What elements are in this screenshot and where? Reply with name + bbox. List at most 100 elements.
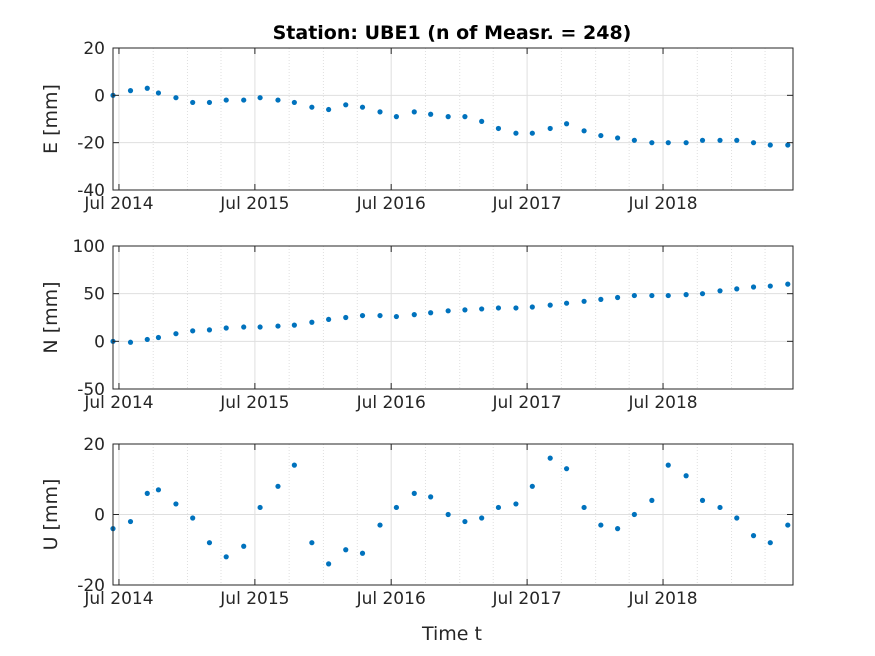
- east-x-tick-label: Jul 2018: [627, 194, 697, 214]
- east-axes-box: [112, 47, 794, 191]
- up-data-point: [206, 540, 213, 546]
- up-data-point: [699, 497, 706, 503]
- east-data-point: [257, 95, 263, 101]
- up-data-point: [223, 554, 229, 560]
- up-data-point: [326, 561, 332, 567]
- east-data-point: [750, 140, 757, 146]
- up-data-point: [734, 515, 740, 521]
- east-y-tick-label: 20: [83, 39, 105, 59]
- east-data-point: [428, 111, 434, 117]
- east-data-point: [699, 137, 706, 143]
- north-data-point: [513, 305, 519, 311]
- north-data-point: [734, 286, 740, 292]
- up-data-point: [377, 522, 383, 528]
- east-data-point: [144, 85, 150, 91]
- north-data-point: [598, 296, 604, 302]
- north-data-point: [563, 300, 570, 306]
- north-data-point: [529, 304, 535, 310]
- north-data-point: [479, 306, 485, 312]
- up-y-tick-label: -20: [77, 576, 105, 596]
- north-data-point: [326, 316, 332, 323]
- north-data-point: [223, 325, 229, 331]
- up-data-point: [631, 511, 637, 518]
- east-data-point: [581, 128, 587, 134]
- east-data-point: [563, 121, 570, 127]
- north-data-point: [750, 284, 757, 290]
- north-y-axis-title: N [mm]: [40, 281, 62, 353]
- north-data-point: [393, 313, 399, 320]
- north-data-point: [649, 292, 655, 299]
- north-data-point: [257, 324, 263, 330]
- up-data-point: [144, 490, 150, 496]
- north-data-point: [699, 291, 706, 297]
- up-data-point: [127, 518, 134, 525]
- up-x-tick-label: Jul 2017: [492, 589, 562, 609]
- north-data-point: [631, 292, 637, 299]
- north-data-point: [547, 302, 553, 308]
- east-data-point: [479, 118, 485, 124]
- east-data-point: [291, 99, 297, 106]
- east-data-point: [445, 114, 451, 120]
- up-data-point: [190, 515, 196, 521]
- up-data-point: [665, 462, 671, 468]
- up-data-point: [598, 522, 604, 528]
- east-data-point: [343, 102, 349, 108]
- east-data-point: [326, 106, 332, 113]
- north-data-point: [683, 292, 689, 298]
- up-data-point: [309, 540, 315, 546]
- east-data-point: [598, 132, 604, 139]
- up-data-point: [275, 483, 281, 489]
- up-data-point: [411, 490, 417, 496]
- east-data-point: [190, 99, 196, 106]
- east-y-tick-label: 0: [94, 86, 105, 106]
- east-data-point: [241, 97, 247, 103]
- up-data-point: [241, 543, 247, 549]
- north-data-point: [359, 312, 366, 319]
- east-data-point: [223, 97, 229, 103]
- east-data-point: [127, 88, 134, 94]
- north-data-point: [462, 307, 468, 313]
- up-data-point: [445, 511, 451, 518]
- up-data-point: [173, 501, 179, 507]
- up-data-point: [479, 515, 485, 521]
- up-data-point: [343, 547, 349, 553]
- north-data-point: [411, 312, 417, 318]
- north-data-point: [495, 305, 502, 311]
- north-data-point: [291, 322, 297, 328]
- east-x-tick-label: Jul 2015: [219, 194, 289, 214]
- north-data-point: [144, 336, 150, 343]
- up-data-point: [462, 518, 468, 525]
- east-data-point: [717, 137, 723, 143]
- north-y-tick-label: 100: [73, 237, 105, 257]
- north-x-tick-label: Jul 2018: [627, 393, 697, 413]
- east-data-point: [767, 142, 773, 148]
- up-data-point: [155, 487, 162, 493]
- east-data-point: [393, 114, 399, 120]
- north-x-tick-label: Jul 2014: [83, 393, 153, 413]
- east-y-tick-label: -20: [77, 134, 105, 154]
- north-data-point: [309, 319, 315, 325]
- up-x-tick-label: Jul 2016: [356, 589, 426, 609]
- chart-title: Station: UBE1 (n of Measr. = 248): [273, 22, 632, 44]
- north-x-tick-label: Jul 2016: [356, 393, 426, 413]
- east-data-point: [631, 137, 637, 143]
- north-data-point: [275, 323, 281, 329]
- north-axes-box: [112, 245, 794, 390]
- east-data-point: [411, 109, 417, 115]
- up-y-tick-label: 0: [94, 506, 105, 526]
- east-data-point: [377, 109, 383, 115]
- up-data-point: [767, 540, 773, 546]
- up-data-point: [615, 526, 621, 532]
- up-data-point: [649, 497, 655, 503]
- east-data-point: [462, 114, 468, 120]
- up-data-point: [529, 483, 535, 489]
- east-y-axis-title: E [mm]: [40, 84, 62, 154]
- up-data-point: [393, 504, 399, 511]
- east-data-point: [615, 135, 621, 141]
- north-data-point: [581, 298, 587, 304]
- north-data-point: [190, 328, 196, 334]
- east-data-point: [665, 140, 671, 146]
- east-data-point: [513, 130, 519, 136]
- up-data-point: [785, 522, 791, 528]
- north-data-point: [241, 324, 247, 330]
